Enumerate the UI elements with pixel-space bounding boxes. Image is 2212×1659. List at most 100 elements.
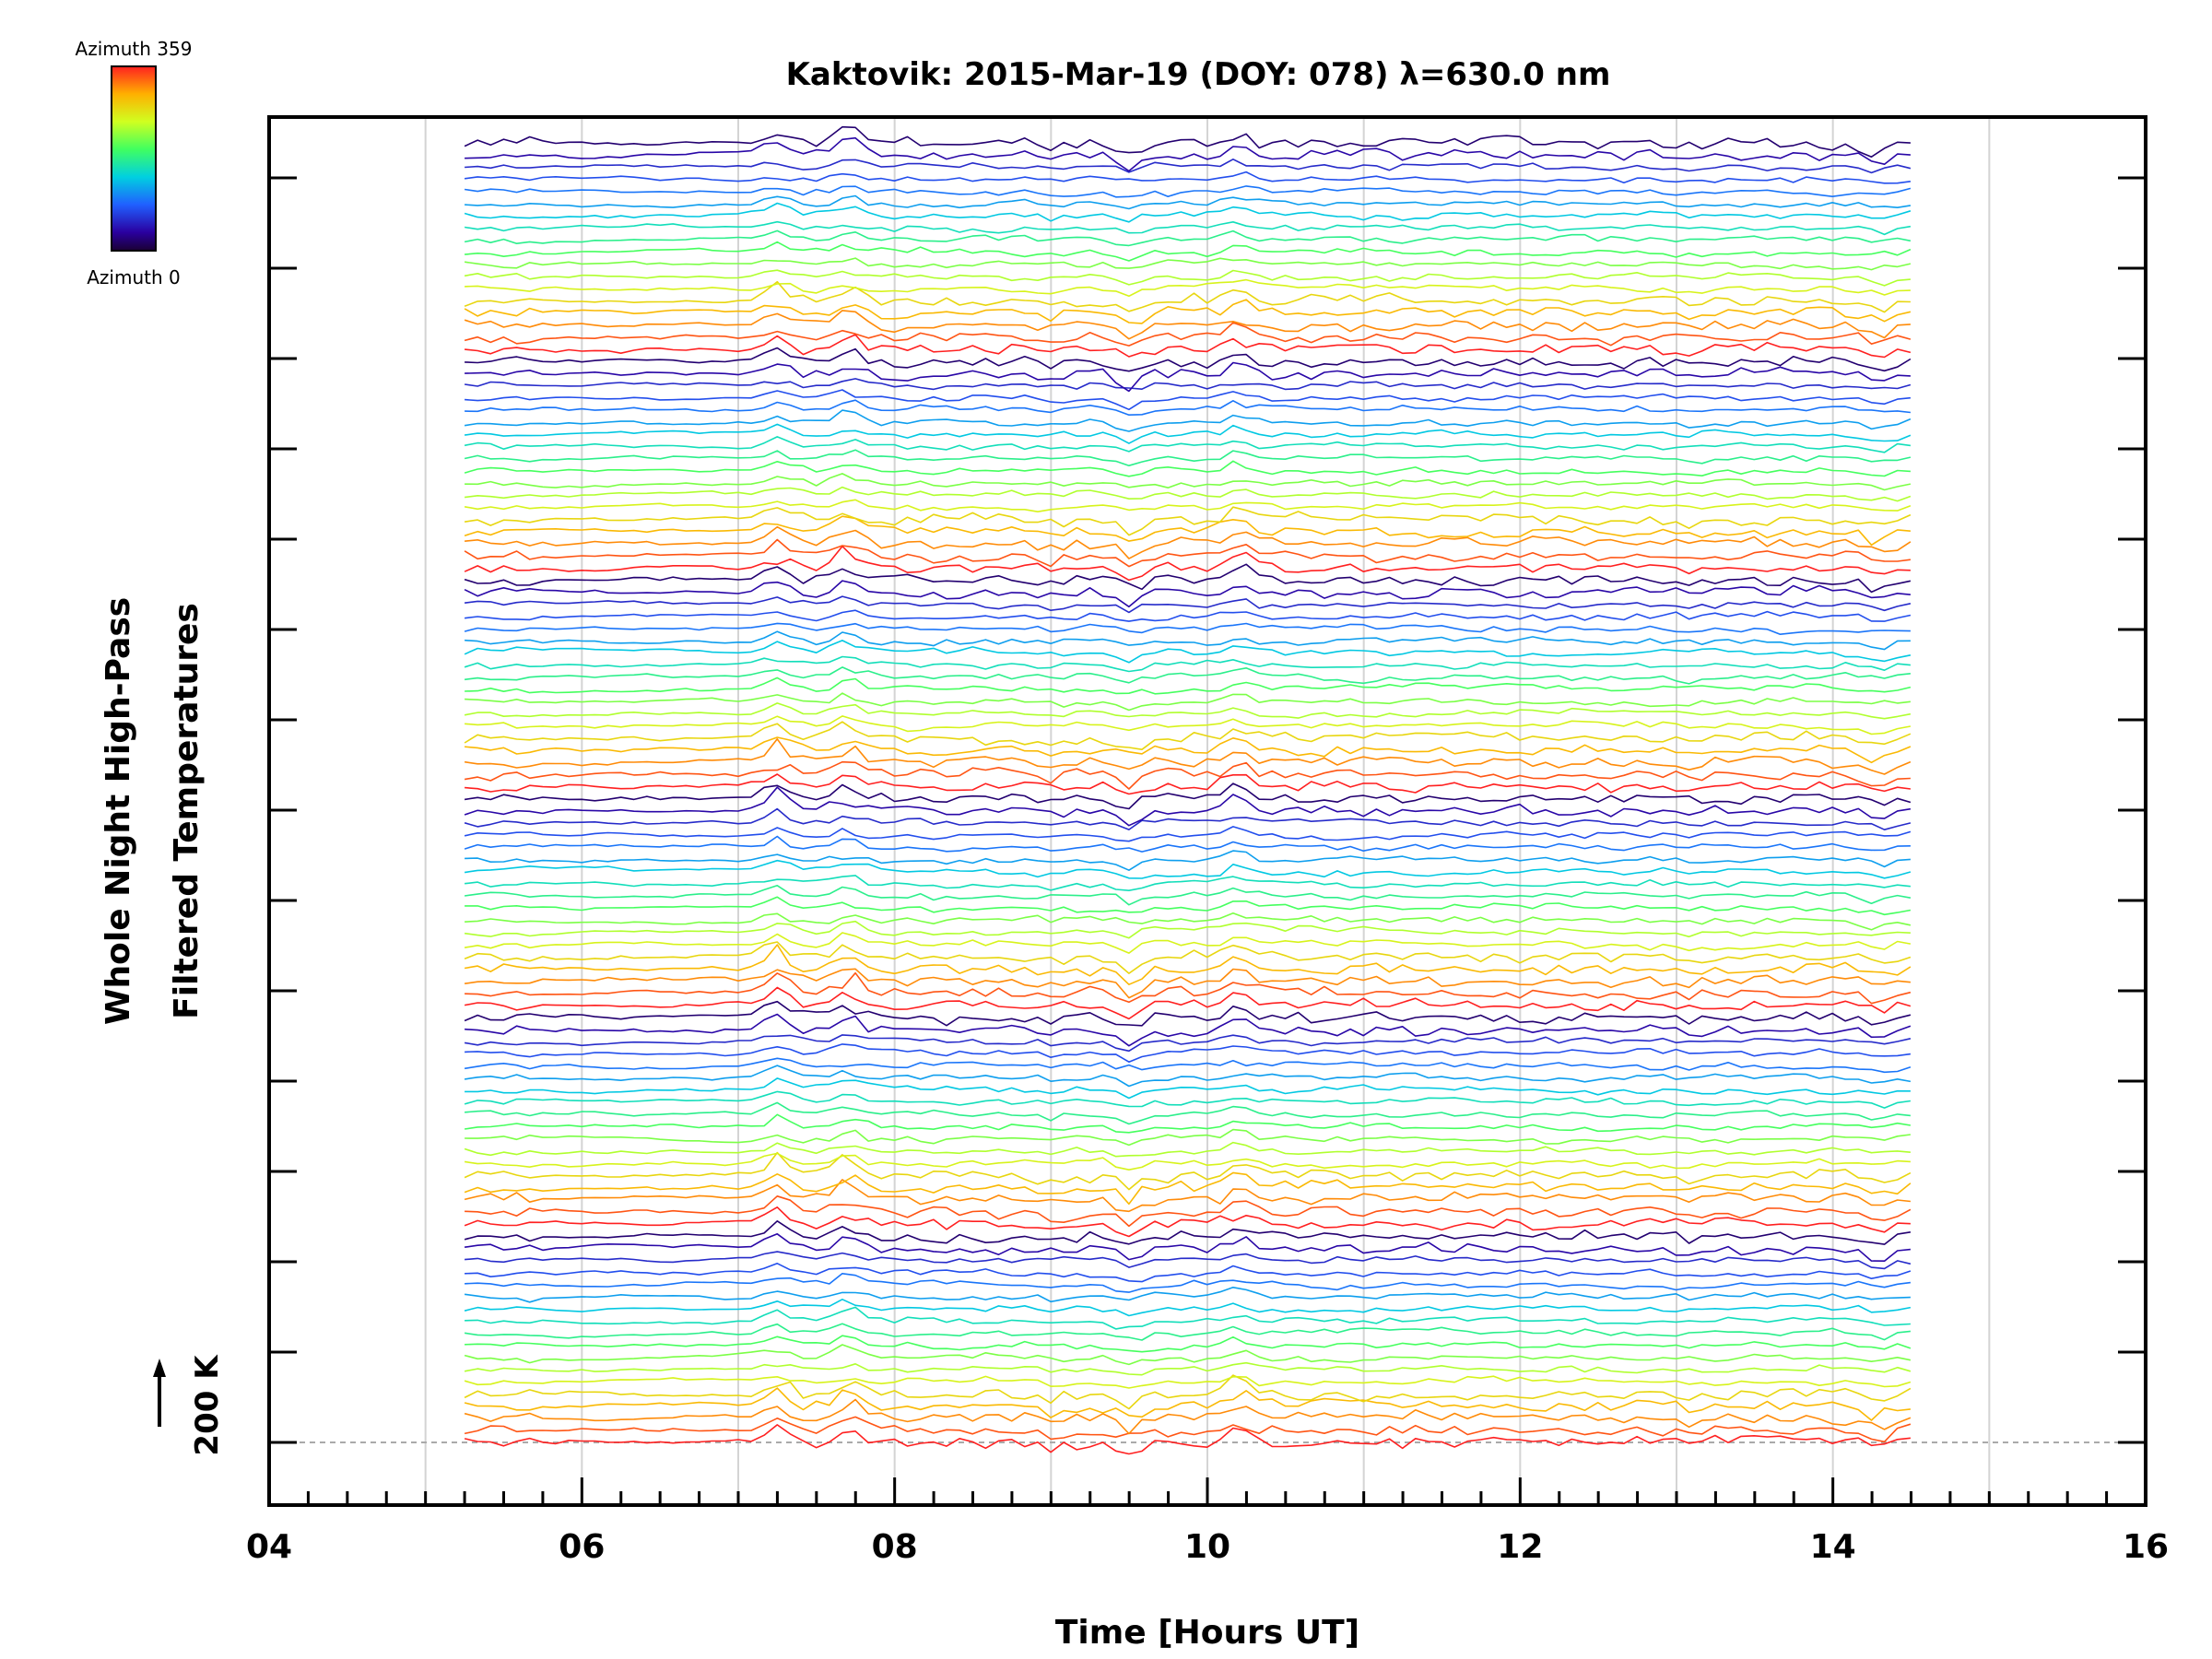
trace-line xyxy=(464,1287,1911,1303)
x-tick-label: 14 xyxy=(1810,1528,1856,1566)
trace-line xyxy=(465,389,1911,411)
trace-line xyxy=(464,859,1912,879)
colorbar-top-label: Azimuth 359 xyxy=(76,38,193,60)
trace-line xyxy=(464,378,1912,391)
trace-line xyxy=(465,715,1912,735)
colorbar: Azimuth 359 Azimuth 0 xyxy=(76,38,193,288)
trace-line xyxy=(465,692,1911,712)
trace-line xyxy=(465,1263,1912,1283)
trace-line xyxy=(464,269,1911,287)
trace-line xyxy=(465,1128,1912,1147)
trace-line xyxy=(464,1416,1912,1443)
trace-line xyxy=(464,1398,1912,1435)
trace-line xyxy=(465,736,1912,764)
axis-ticks xyxy=(267,176,2147,1505)
trace-line xyxy=(465,773,1912,795)
trace-line xyxy=(464,1387,1911,1421)
x-tick-labels: 04 06 08 10 12 14 16 xyxy=(246,1528,2169,1566)
trace-line xyxy=(465,361,1911,393)
trace-line xyxy=(465,1273,1911,1293)
trace-line xyxy=(464,622,1911,636)
trace-line xyxy=(464,1375,1912,1389)
trace-line xyxy=(464,486,1912,502)
trace-line xyxy=(464,1220,1912,1245)
trace-line xyxy=(464,1344,1912,1366)
trace-line xyxy=(464,580,1911,608)
trace-line xyxy=(464,515,1911,547)
trace-line xyxy=(464,737,1912,775)
trace-line xyxy=(464,563,1912,594)
trace-line xyxy=(464,1141,1911,1158)
y-axis-label-line1: Whole Night High-Pass xyxy=(100,597,137,1025)
trace-line xyxy=(464,280,1911,313)
trace-line xyxy=(464,920,1911,939)
trace-line xyxy=(464,1374,1912,1410)
trace-line xyxy=(464,1361,1912,1376)
trace-line xyxy=(464,409,1912,432)
trace-line xyxy=(464,640,1912,664)
trace-line xyxy=(465,1335,1912,1353)
trace-line xyxy=(464,835,1911,853)
trace-line xyxy=(465,912,1912,931)
x-tick-label: 12 xyxy=(1497,1528,1543,1566)
trace-line xyxy=(465,1077,1911,1100)
trace-line xyxy=(464,229,1912,247)
trace-line xyxy=(464,968,1911,999)
trace-line xyxy=(464,760,1911,790)
trace-line xyxy=(464,1179,1911,1213)
trace-line xyxy=(464,506,1912,536)
trace-line xyxy=(465,1251,1912,1270)
x-tick-label: 06 xyxy=(559,1528,605,1566)
trace-line xyxy=(464,782,1912,810)
trace-line xyxy=(464,702,1912,720)
trace-line xyxy=(465,1013,1912,1047)
trace-line xyxy=(464,257,1912,271)
trace-line xyxy=(464,436,1912,453)
trace-line xyxy=(464,1233,1911,1262)
trace-line xyxy=(465,399,1911,417)
trace-line xyxy=(465,194,1912,210)
trace-line xyxy=(465,971,1912,1005)
scale-marker-label: 200 K xyxy=(189,1354,226,1456)
trace-line xyxy=(464,884,1912,906)
trace-line xyxy=(465,1101,1911,1125)
x-tick-label: 04 xyxy=(246,1528,292,1566)
trace-line xyxy=(464,460,1911,477)
trace-line xyxy=(464,499,1912,513)
trace-line xyxy=(464,125,1911,158)
trace-line xyxy=(464,1065,1912,1088)
trace-line xyxy=(465,677,1912,695)
colorbar-gradient xyxy=(111,65,157,252)
trace-line xyxy=(464,944,1912,985)
trace-line xyxy=(465,630,1911,651)
trace-line xyxy=(464,721,1912,751)
trace-line xyxy=(464,1113,1912,1134)
trace-line xyxy=(464,1034,1912,1053)
y-axis-label-line2: Filtered Temperatures xyxy=(168,603,206,1019)
trace-line xyxy=(465,525,1912,559)
trace-line xyxy=(464,1424,1911,1455)
trace-line xyxy=(464,1057,1912,1074)
trace-line xyxy=(464,538,1912,568)
trace-line xyxy=(464,310,1911,340)
x-tick-label: 16 xyxy=(2123,1528,2169,1566)
trace-line xyxy=(464,1090,1912,1109)
trace-line xyxy=(464,1152,1911,1171)
trace-line xyxy=(464,826,1912,842)
trace-line xyxy=(464,202,1912,223)
trace-line xyxy=(465,473,1912,491)
trace-line xyxy=(464,1299,1912,1317)
trace-line xyxy=(465,347,1912,372)
x-axis-label: Time [Hours UT] xyxy=(1055,1614,1359,1652)
trace-line xyxy=(465,1195,1912,1228)
trace-line xyxy=(465,159,1912,174)
trace-line xyxy=(464,941,1912,974)
trace-line xyxy=(464,1000,1912,1027)
trace-line xyxy=(464,423,1912,444)
trace-line xyxy=(465,278,1911,298)
trace-line xyxy=(464,1206,1911,1238)
trace-line xyxy=(465,1306,1911,1330)
trace-line xyxy=(465,1043,1912,1063)
trace-line xyxy=(464,932,1912,954)
